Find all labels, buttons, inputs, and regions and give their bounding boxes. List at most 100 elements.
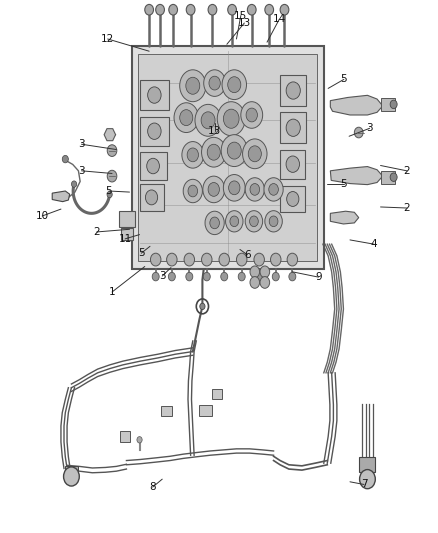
Circle shape bbox=[208, 4, 217, 15]
Circle shape bbox=[271, 253, 281, 266]
Circle shape bbox=[221, 135, 247, 166]
FancyBboxPatch shape bbox=[381, 171, 396, 183]
Circle shape bbox=[245, 211, 263, 232]
Circle shape bbox=[150, 253, 161, 266]
Text: 12: 12 bbox=[101, 34, 114, 44]
Text: 11: 11 bbox=[119, 234, 132, 244]
Circle shape bbox=[264, 177, 283, 201]
FancyBboxPatch shape bbox=[280, 185, 305, 212]
Circle shape bbox=[168, 272, 175, 281]
Polygon shape bbox=[52, 191, 70, 201]
Circle shape bbox=[217, 102, 245, 136]
FancyBboxPatch shape bbox=[140, 184, 163, 211]
Circle shape bbox=[183, 179, 202, 203]
Text: 7: 7 bbox=[360, 480, 367, 489]
Circle shape bbox=[201, 253, 212, 266]
Circle shape bbox=[269, 216, 278, 227]
FancyBboxPatch shape bbox=[359, 457, 375, 472]
FancyBboxPatch shape bbox=[132, 46, 324, 269]
Circle shape bbox=[204, 70, 226, 96]
Polygon shape bbox=[330, 95, 383, 115]
Circle shape bbox=[248, 146, 261, 162]
Text: 5: 5 bbox=[106, 186, 112, 196]
Circle shape bbox=[289, 272, 296, 281]
Circle shape bbox=[180, 110, 193, 126]
Circle shape bbox=[250, 216, 258, 227]
Circle shape bbox=[71, 181, 77, 187]
Circle shape bbox=[145, 4, 153, 15]
Circle shape bbox=[152, 272, 159, 281]
Circle shape bbox=[286, 119, 300, 136]
Text: 15: 15 bbox=[234, 11, 247, 21]
Circle shape bbox=[286, 82, 300, 99]
Circle shape bbox=[226, 211, 243, 232]
Circle shape bbox=[200, 303, 205, 310]
Text: 6: 6 bbox=[244, 250, 251, 260]
Circle shape bbox=[209, 76, 220, 90]
Circle shape bbox=[222, 70, 247, 100]
Text: 8: 8 bbox=[149, 482, 156, 492]
Polygon shape bbox=[104, 128, 116, 141]
Circle shape bbox=[241, 102, 263, 128]
FancyBboxPatch shape bbox=[119, 211, 135, 227]
Circle shape bbox=[247, 4, 256, 15]
Circle shape bbox=[238, 272, 245, 281]
Circle shape bbox=[360, 470, 375, 489]
Circle shape bbox=[269, 183, 279, 195]
Text: 13: 13 bbox=[238, 18, 251, 28]
FancyBboxPatch shape bbox=[381, 98, 396, 111]
Text: 14: 14 bbox=[272, 14, 286, 25]
FancyBboxPatch shape bbox=[140, 152, 166, 180]
Circle shape bbox=[180, 70, 206, 102]
Circle shape bbox=[201, 112, 215, 129]
Circle shape bbox=[254, 253, 265, 266]
Circle shape bbox=[186, 272, 193, 281]
Circle shape bbox=[207, 144, 220, 160]
Circle shape bbox=[260, 277, 270, 288]
FancyBboxPatch shape bbox=[280, 150, 305, 179]
Circle shape bbox=[228, 77, 241, 93]
Text: 5: 5 bbox=[138, 248, 145, 258]
FancyBboxPatch shape bbox=[199, 405, 212, 416]
Circle shape bbox=[280, 4, 289, 15]
FancyBboxPatch shape bbox=[138, 54, 317, 261]
Circle shape bbox=[237, 253, 247, 266]
FancyBboxPatch shape bbox=[280, 112, 306, 143]
Circle shape bbox=[250, 183, 260, 195]
Circle shape bbox=[169, 4, 177, 15]
Circle shape bbox=[250, 266, 260, 278]
Circle shape bbox=[265, 4, 274, 15]
Circle shape bbox=[205, 211, 224, 235]
Circle shape bbox=[107, 191, 112, 198]
Circle shape bbox=[227, 142, 241, 159]
Circle shape bbox=[250, 277, 260, 288]
Circle shape bbox=[184, 253, 194, 266]
Circle shape bbox=[187, 148, 198, 162]
Circle shape bbox=[243, 139, 267, 168]
Circle shape bbox=[210, 217, 219, 229]
Circle shape bbox=[62, 156, 68, 163]
Circle shape bbox=[182, 142, 204, 168]
Text: 5: 5 bbox=[341, 179, 347, 189]
Circle shape bbox=[219, 253, 230, 266]
Polygon shape bbox=[330, 166, 383, 184]
Circle shape bbox=[203, 176, 225, 203]
Circle shape bbox=[186, 77, 200, 94]
Circle shape bbox=[147, 158, 159, 174]
Circle shape bbox=[223, 174, 245, 201]
Circle shape bbox=[64, 467, 79, 486]
Circle shape bbox=[354, 127, 363, 138]
Circle shape bbox=[230, 216, 239, 227]
Circle shape bbox=[155, 4, 164, 15]
Circle shape bbox=[201, 138, 226, 167]
FancyBboxPatch shape bbox=[280, 75, 306, 106]
Text: 2: 2 bbox=[403, 203, 410, 213]
Circle shape bbox=[107, 170, 117, 182]
Circle shape bbox=[260, 266, 270, 278]
Text: 3: 3 bbox=[159, 271, 166, 281]
Circle shape bbox=[223, 109, 239, 128]
Circle shape bbox=[286, 156, 300, 172]
Circle shape bbox=[145, 190, 158, 205]
Circle shape bbox=[186, 4, 195, 15]
Circle shape bbox=[208, 182, 219, 196]
